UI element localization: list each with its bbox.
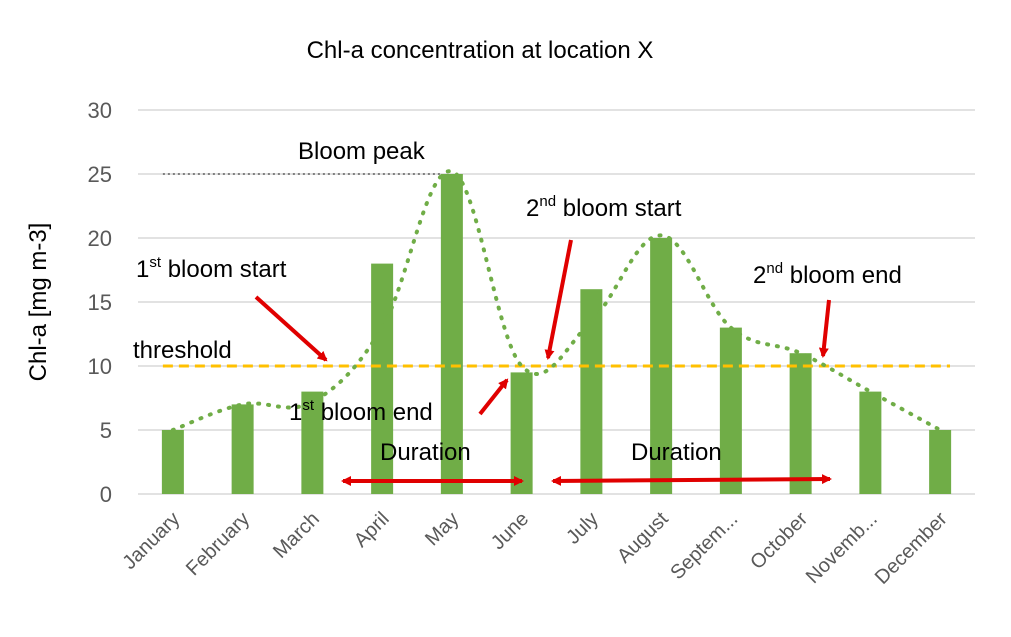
second-bloom-end-arrow — [818, 299, 831, 358]
first-bloom-end-sup: st — [302, 397, 315, 414]
second-bloom-start-label: 2nd bloom start — [526, 193, 682, 222]
y-tick-label: 0 — [100, 482, 112, 507]
y-tick-label: 10 — [88, 354, 112, 379]
x-tick-label: May — [421, 508, 463, 550]
x-tick-label: January — [119, 508, 185, 574]
bar — [859, 391, 882, 494]
first-bloom-start-label: 1st bloom start — [136, 254, 287, 283]
first-bloom-end-arrow — [478, 378, 509, 416]
duration-arrow-2 — [551, 474, 832, 486]
bar — [510, 372, 533, 494]
second-bloom-end-sup: nd — [766, 260, 783, 277]
first-bloom-end-pre: 1 — [289, 399, 302, 426]
first-bloom-start-pre: 1 — [136, 256, 149, 283]
y-tick-label: 15 — [88, 290, 112, 315]
trend-line — [170, 169, 943, 432]
bar — [440, 174, 463, 494]
x-tick-label: Novemb... — [802, 508, 882, 588]
x-tick-label: February — [182, 508, 254, 580]
bloom-peak-label: Bloom peak — [298, 138, 426, 165]
first-bloom-end-label: 1st bloom end — [289, 397, 433, 426]
y-tick-label: 5 — [100, 418, 112, 443]
x-tick-label: October — [746, 508, 812, 574]
x-tick-label: July — [562, 508, 603, 549]
second-bloom-start-post: bloom start — [556, 195, 682, 222]
first-bloom-start-arrow — [254, 295, 328, 362]
x-tick-label: June — [487, 508, 533, 554]
first-bloom-start-sup: st — [149, 254, 162, 271]
duration-label-2: Duration — [631, 439, 722, 466]
annotation-arrows — [254, 239, 832, 486]
x-tick-label: April — [350, 508, 394, 552]
bar — [789, 353, 812, 494]
y-tick-label: 25 — [88, 162, 112, 187]
x-tick-label: Septem... — [666, 508, 742, 584]
bars — [161, 174, 952, 494]
bar — [371, 263, 394, 494]
first-bloom-start-post: bloom start — [161, 256, 287, 283]
first-bloom-end-post: bloom end — [314, 399, 433, 426]
bar — [301, 391, 324, 494]
second-bloom-start-pre: 2 — [526, 195, 539, 222]
y-tick-label: 20 — [88, 226, 112, 251]
x-tick-label: March — [269, 508, 324, 563]
second-bloom-end-label: 2nd bloom end — [753, 260, 902, 289]
x-tick-label: December — [871, 508, 952, 589]
bar — [231, 404, 254, 494]
bar — [161, 430, 184, 494]
x-tick-label: August — [613, 508, 673, 568]
threshold-label: threshold — [133, 337, 232, 364]
duration-label-1: Duration — [380, 439, 471, 466]
y-tick-label: 30 — [88, 98, 112, 123]
bar — [580, 289, 603, 494]
bar — [719, 327, 742, 494]
chart-title: Chl-a concentration at location X — [307, 37, 654, 64]
second-bloom-start-sup: nd — [539, 193, 556, 210]
second-bloom-end-pre: 2 — [753, 262, 766, 289]
bar — [929, 430, 952, 494]
second-bloom-start-arrow — [544, 239, 573, 360]
second-bloom-end-post: bloom end — [783, 262, 902, 289]
y-ticks: 0 5 10 15 20 25 30 — [88, 98, 112, 507]
y-axis-label: Chl-a [mg m-3] — [25, 223, 52, 382]
